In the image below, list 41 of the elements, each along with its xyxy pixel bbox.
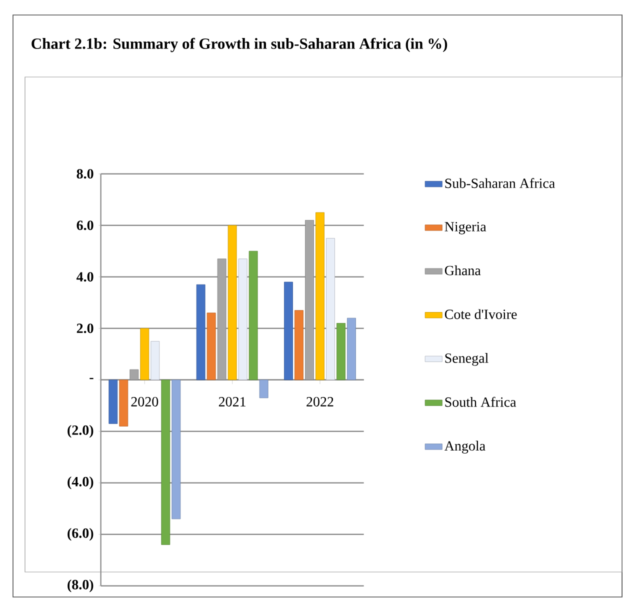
legend-label: Cote d'Ivoire bbox=[444, 309, 517, 320]
bar bbox=[248, 250, 258, 380]
bar bbox=[108, 380, 118, 424]
bar bbox=[316, 212, 324, 380]
bar bbox=[217, 258, 226, 380]
legend-label: Angola bbox=[444, 440, 486, 454]
y-tick-label: (6.0) bbox=[68, 528, 94, 541]
legend-label: Ghana bbox=[444, 265, 481, 276]
bar bbox=[326, 238, 335, 380]
legend-label: Senegal bbox=[445, 353, 488, 366]
bar bbox=[140, 328, 150, 380]
bar bbox=[238, 258, 248, 380]
bar bbox=[305, 220, 314, 380]
bar bbox=[294, 310, 304, 380]
y-tick-label: 2.0 bbox=[76, 324, 94, 334]
legend-label: Nigeria bbox=[444, 222, 486, 234]
bar bbox=[259, 380, 268, 398]
bar bbox=[119, 380, 128, 426]
y-tick-label: 8.0 bbox=[76, 169, 94, 179]
y-tick-label: 4.0 bbox=[76, 272, 94, 282]
bar bbox=[150, 341, 160, 380]
legend-label: Sub-Saharan Africa bbox=[445, 178, 555, 188]
bar bbox=[161, 380, 170, 545]
y-tick-label: (4.0) bbox=[68, 476, 94, 490]
bar bbox=[130, 369, 139, 380]
y-tick-label: - bbox=[90, 378, 94, 380]
bar bbox=[206, 312, 216, 380]
y-tick-label: 6.0 bbox=[76, 220, 94, 230]
bar bbox=[228, 225, 237, 380]
bar bbox=[196, 284, 206, 380]
legend-label: South Africa bbox=[445, 396, 516, 407]
y-tick-label: (8.0) bbox=[68, 580, 94, 592]
x-tick-label: 2020 bbox=[131, 397, 158, 406]
bar bbox=[284, 282, 293, 380]
bar bbox=[172, 380, 181, 520]
bar bbox=[336, 323, 346, 380]
x-tick-label: 2021 bbox=[218, 397, 246, 406]
y-tick-label: (2.0) bbox=[68, 425, 94, 438]
x-tick-label: 2022 bbox=[306, 397, 334, 406]
chart-title: Chart 2.1b: Summary of Growth in sub-Saharan Africa (in %) bbox=[32, 38, 448, 52]
bar bbox=[347, 318, 356, 380]
